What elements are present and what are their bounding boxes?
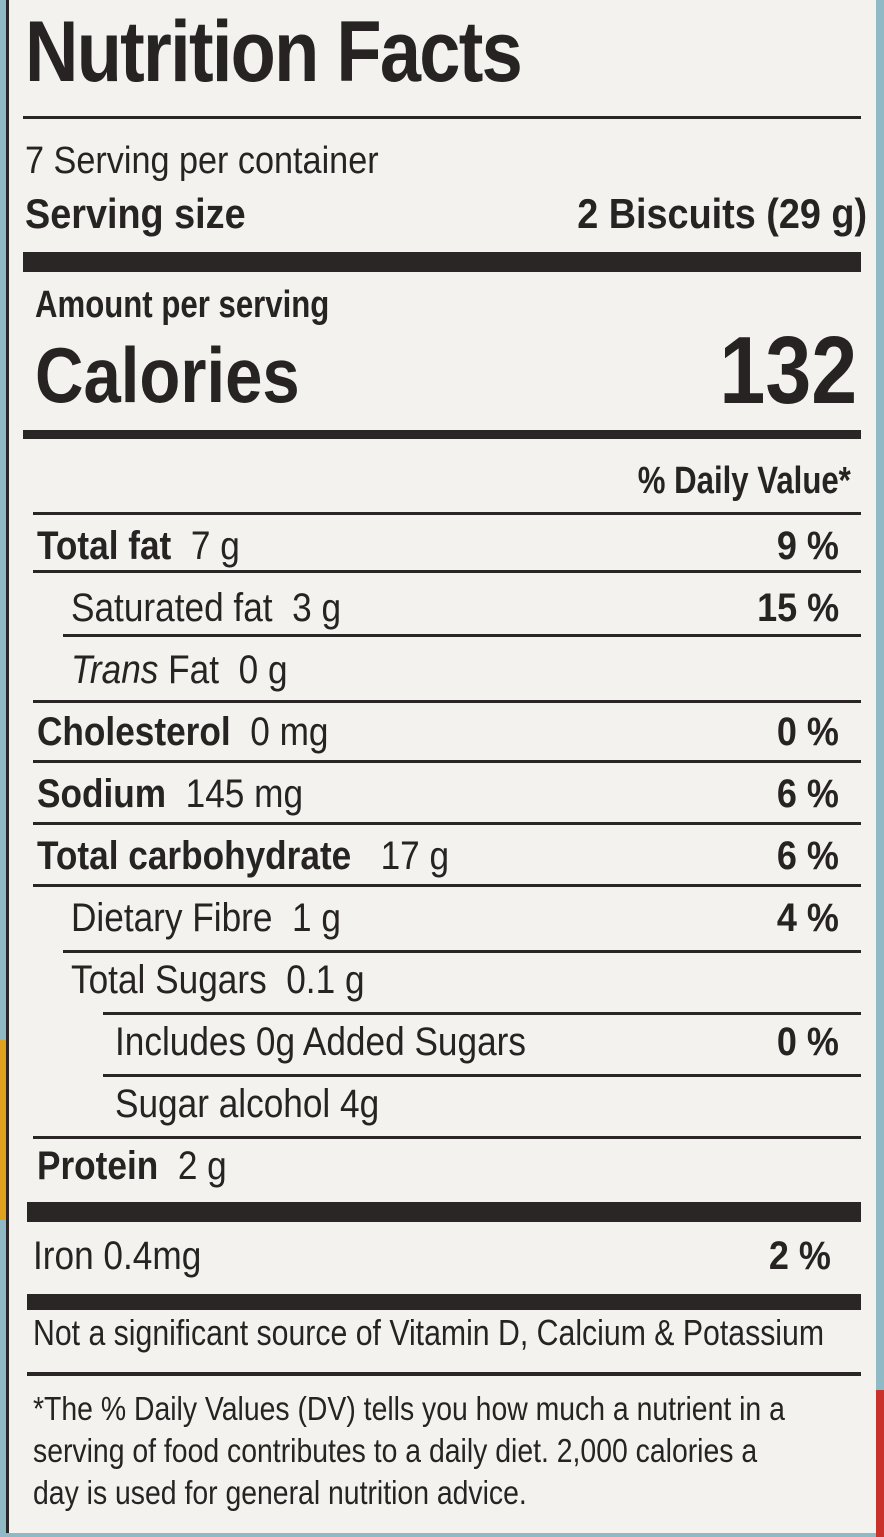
row-divider bbox=[63, 950, 861, 953]
not-significant-note: Not a significant source of Vitamin D, C… bbox=[33, 1312, 825, 1353]
iron-label: Iron 0.4mg bbox=[33, 1234, 202, 1278]
nutrient-name: Protein bbox=[37, 1144, 159, 1188]
amount-per-serving: Amount per serving bbox=[35, 284, 330, 326]
row-divider bbox=[33, 822, 861, 825]
nutrient-amount: 145 mg bbox=[185, 772, 304, 816]
nutrient-amount: 2 g bbox=[177, 1144, 227, 1188]
nutrient-name: Sodium bbox=[37, 772, 167, 816]
nutrient-row-cholesterol: Cholesterol 0 mg 0 % bbox=[23, 702, 861, 762]
nutrient-row-sugar-alcohol: Sugar alcohol 4g bbox=[23, 1074, 861, 1134]
packaging-edge-yellow bbox=[0, 1040, 6, 1220]
nutrient-dv: 0 % bbox=[776, 1020, 839, 1064]
rule-thick bbox=[27, 1294, 861, 1310]
rule-thick bbox=[27, 1202, 861, 1222]
iron-dv: 2 % bbox=[768, 1234, 831, 1278]
nutrition-label: Nutrition Facts 7 Serving per container … bbox=[6, 0, 876, 1533]
nutrient-row-saturated-fat: Saturated fat 3 g 15 % bbox=[23, 578, 861, 638]
row-divider bbox=[103, 1074, 861, 1077]
row-divider bbox=[33, 884, 861, 887]
nutrient-name: Total Sugars bbox=[71, 958, 267, 1002]
nutrient-row-protein: Protein 2 g bbox=[23, 1136, 861, 1196]
packaging-edge-red bbox=[876, 1390, 884, 1537]
serving-size-label: Serving size bbox=[25, 190, 246, 237]
servings-per-container: 7 Serving per container bbox=[25, 140, 379, 182]
nutrient-dv: 15 % bbox=[756, 586, 839, 630]
nutrient-name: Includes 0g Added Sugars bbox=[115, 1020, 526, 1064]
nutrient-row-dietary-fibre: Dietary Fibre 1 g 4 % bbox=[23, 888, 861, 948]
nutrient-name: Saturated fat bbox=[71, 586, 273, 630]
label-title: Nutrition Facts bbox=[25, 4, 523, 100]
nutrient-row-total-carbohydrate: Total carbohydrate 17 g 6 % bbox=[23, 826, 861, 886]
nutrient-amount: 0.1 g bbox=[286, 958, 365, 1002]
nutrient-row-total-sugars: Total Sugars 0.1 g bbox=[23, 950, 861, 1010]
rule-thin bbox=[33, 512, 861, 515]
nutrient-amount: 17 g bbox=[380, 834, 450, 878]
serving-size-value: 2 Biscuits (29 g) bbox=[577, 190, 867, 237]
nutrient-amount: 0 mg bbox=[250, 710, 329, 754]
daily-value-header: % Daily Value* bbox=[637, 460, 851, 502]
nutrient-amount: 0 g bbox=[238, 648, 288, 692]
footnote-line: day is used for general nutrition advice… bbox=[33, 1474, 527, 1511]
nutrient-name: Total carbohydrate bbox=[37, 834, 352, 878]
nutrient-amount: 3 g bbox=[292, 586, 342, 630]
row-divider bbox=[33, 700, 861, 703]
nutrient-name: Cholesterol bbox=[37, 710, 231, 754]
nutrient-dv: 0 % bbox=[776, 710, 839, 754]
nutrient-name: Sugar alcohol 4g bbox=[115, 1082, 380, 1126]
nutrient-row-total-fat: Total fat 7 g 9 % bbox=[23, 516, 861, 576]
row-divider bbox=[33, 570, 861, 573]
nutrient-name: Total fat bbox=[37, 524, 172, 568]
nutrient-name: Dietary Fibre bbox=[71, 896, 273, 940]
row-divider bbox=[33, 1136, 861, 1139]
rule-medium bbox=[23, 430, 861, 439]
rule-thick bbox=[23, 252, 861, 272]
nutrient-row-sodium: Sodium 145 mg 6 % bbox=[23, 764, 861, 824]
rule-thin bbox=[23, 116, 861, 119]
nutrient-row-iron: Iron 0.4mg 2 % bbox=[23, 1226, 861, 1286]
row-divider bbox=[33, 760, 861, 763]
row-divider bbox=[103, 1012, 861, 1015]
nutrient-row-trans-fat: Trans Fat 0 g bbox=[23, 640, 861, 700]
nutrient-amount: 1 g bbox=[292, 896, 341, 940]
footnote-line: serving of food contributes to a daily d… bbox=[33, 1432, 758, 1469]
nutrient-dv: 4 % bbox=[776, 896, 839, 940]
nutrient-name: Trans bbox=[71, 648, 159, 692]
calories-value: 132 bbox=[719, 317, 857, 424]
row-divider bbox=[63, 634, 861, 637]
nutrient-dv: 6 % bbox=[776, 834, 839, 878]
nutrient-dv: 6 % bbox=[776, 772, 839, 816]
nutrient-name-rest: Fat bbox=[168, 648, 220, 692]
nutrient-row-added-sugars: Includes 0g Added Sugars 0 % bbox=[23, 1012, 861, 1072]
rule-medium bbox=[27, 1372, 861, 1376]
nutrient-dv: 9 % bbox=[776, 524, 839, 568]
calories-label: Calories bbox=[35, 331, 300, 419]
nutrient-amount: 7 g bbox=[190, 524, 240, 568]
footnote-line: *The % Daily Values (DV) tells you how m… bbox=[33, 1390, 785, 1427]
